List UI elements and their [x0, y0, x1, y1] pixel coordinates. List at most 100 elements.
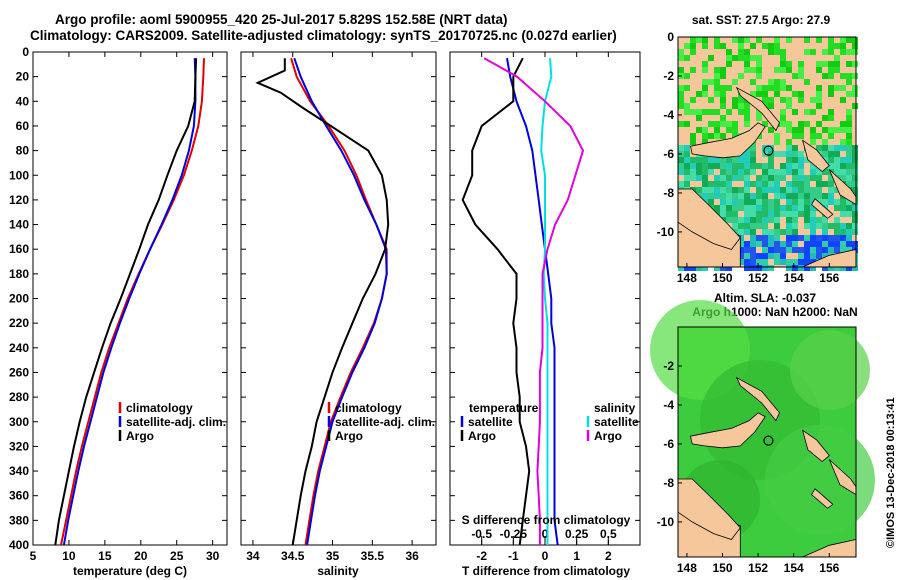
sst-cell: [750, 229, 756, 235]
sst-cell: [720, 85, 726, 91]
sst-cell: [786, 37, 792, 43]
sst-cell: [846, 121, 852, 127]
sst-cell: [756, 241, 762, 247]
sst-cell: [822, 199, 828, 205]
sst-cell: [720, 103, 726, 109]
sst-cell: [738, 223, 744, 229]
sst-cell: [792, 169, 798, 175]
land-mass: [810, 488, 834, 509]
sst-cell: [684, 103, 690, 109]
land-mass: [801, 139, 830, 173]
sst-cell: [762, 247, 768, 253]
sst-cell: [804, 205, 810, 211]
sst-cell: [690, 163, 696, 169]
sst-cell: [744, 175, 750, 181]
sst-cell: [708, 157, 714, 163]
sst-cell: [720, 121, 726, 127]
sst-cell: [696, 127, 702, 133]
plot-frame: [240, 51, 437, 546]
sst-cell: [828, 115, 834, 121]
sst-cell: [768, 127, 774, 133]
sst-cell: [702, 133, 708, 139]
sst-cell: [732, 103, 738, 109]
sst-cell: [786, 139, 792, 145]
sst-cell: [846, 127, 852, 133]
sst-cell: [846, 91, 852, 97]
sst-cell: [684, 157, 690, 163]
sst-cell: [738, 97, 744, 103]
sst-cell: [852, 175, 858, 181]
land-mass: [801, 429, 830, 463]
sst-cell: [732, 223, 738, 229]
sst-cell: [810, 253, 816, 259]
sst-cell: [690, 133, 696, 139]
sst-cell: [732, 97, 738, 103]
sst-cell: [702, 43, 708, 49]
sst-cell: [780, 109, 786, 115]
sst-cell: [810, 187, 816, 193]
sst-cell: [756, 217, 762, 223]
sst-cell: [804, 79, 810, 85]
sst-cell: [744, 67, 750, 73]
land-mass: [677, 478, 741, 540]
sst-cell: [702, 187, 708, 193]
sst-cell: [834, 187, 840, 193]
sst-cell: [852, 85, 858, 91]
sst-cell: [768, 43, 774, 49]
sst-cell: [834, 247, 840, 253]
sst-cell: [720, 163, 726, 169]
sst-cell: [696, 175, 702, 181]
sst-cell: [834, 241, 840, 247]
sst-cell: [768, 85, 774, 91]
sst-cell: [786, 199, 792, 205]
sst-cell: [780, 61, 786, 67]
sst-cell: [726, 181, 732, 187]
sst-cell: [684, 55, 690, 61]
sst-cell: [822, 115, 828, 121]
sst-cell: [846, 157, 852, 163]
sst-cell: [756, 211, 762, 217]
y-tick-label: 340: [9, 464, 29, 478]
sst-cell: [828, 91, 834, 97]
t-difference-xlabel: T difference from climatology: [462, 564, 630, 578]
sst-cell: [750, 265, 756, 271]
legend-s-argo-label: Argo: [594, 429, 622, 443]
sst-cell: [774, 223, 780, 229]
x-tick-label: -1: [508, 549, 519, 563]
sst-cell: [792, 193, 798, 199]
sst-cell: [828, 223, 834, 229]
sst-cell: [756, 253, 762, 259]
y-tick-label: -8: [663, 186, 674, 200]
sst-cell: [726, 265, 732, 271]
sst-cell: [744, 223, 750, 229]
sst-cell: [678, 121, 684, 127]
x-tick-label: 156: [819, 561, 839, 575]
sst-cell: [708, 97, 714, 103]
sst-cell: [798, 175, 804, 181]
sst-cell: [792, 211, 798, 217]
sst-cell: [834, 151, 840, 157]
sst-cell: [702, 127, 708, 133]
sst-cell: [750, 67, 756, 73]
sst-cell: [762, 175, 768, 181]
sst-cell: [852, 211, 858, 217]
sst-cell: [846, 175, 852, 181]
sst-cell: [696, 91, 702, 97]
sst-map: 148 150 152 154 156 0 -2 -4 -6 -8 -10: [657, 30, 858, 285]
sst-cell: [810, 259, 816, 265]
sst-cell: [744, 199, 750, 205]
sst-cell: [732, 205, 738, 211]
credit-text: ©IMOS 13-Dec-2018 00:13:41: [885, 397, 897, 548]
y-tick-label: 400: [9, 538, 29, 552]
sst-cell: [750, 55, 756, 61]
sst-cell: [816, 169, 822, 175]
sst-cell: [804, 109, 810, 115]
sst-cell: [840, 139, 846, 145]
sst-cell: [816, 133, 822, 139]
sst-cell: [852, 145, 858, 151]
sst-cell: [756, 61, 762, 67]
sst-cell: [726, 121, 732, 127]
sst-cell: [846, 169, 852, 175]
y-tick-label: 200: [9, 292, 29, 306]
